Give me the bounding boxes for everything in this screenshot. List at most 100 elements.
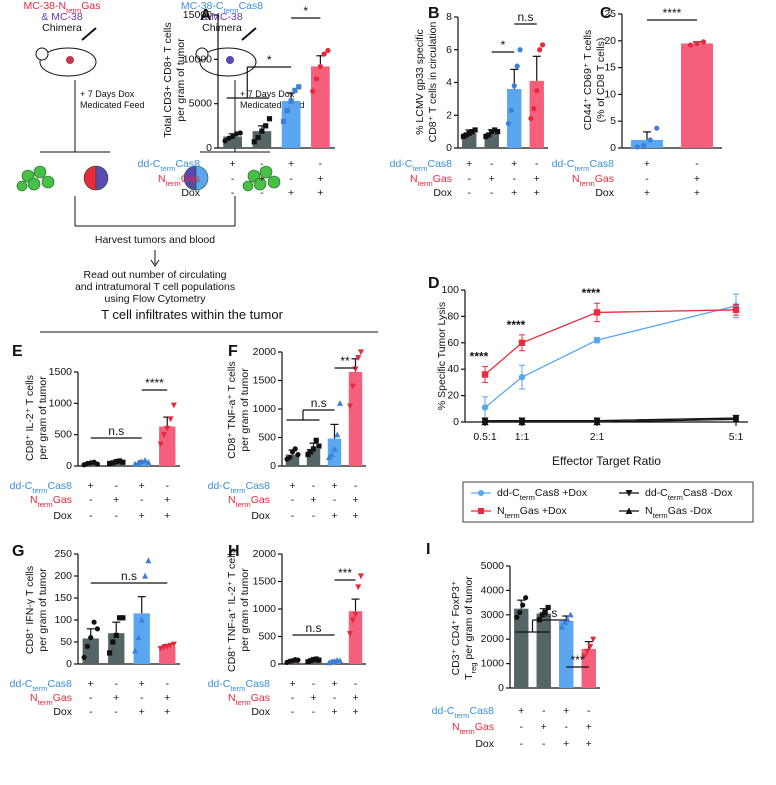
condition-sign: +: [489, 173, 495, 185]
y-tick-label: 20: [604, 35, 616, 47]
condition-label: Dox: [251, 510, 270, 522]
condition-sign: -: [289, 173, 293, 185]
data-point: [634, 144, 640, 150]
y-axis-label: % Specific Tumor Lysis: [436, 302, 448, 410]
data-point: [334, 431, 341, 438]
y-axis-label: per gram of tumor: [37, 376, 49, 460]
y-tick-label: 8: [446, 11, 452, 23]
bar: [631, 139, 663, 148]
y-tick-label: 0: [453, 416, 459, 428]
data-point: [135, 634, 142, 641]
condition-sign: -: [140, 692, 144, 704]
condition-sign: -: [115, 678, 119, 690]
data-point: [481, 418, 489, 426]
condition-sign: +: [164, 692, 170, 704]
condition-label: dd-CtermCas8: [390, 158, 453, 173]
bar: [559, 620, 574, 688]
y-tick-label: 0: [66, 460, 72, 472]
y-axis-label: Total CD3+ CD8+ T cells: [162, 22, 174, 137]
y-tick-label: 0: [66, 658, 72, 670]
condition-sign: -: [115, 706, 119, 718]
data-point: [518, 339, 526, 346]
panel-label: C: [600, 5, 612, 22]
step-text: Harvest tumors and blood: [95, 234, 215, 246]
bar: [82, 638, 99, 664]
sig-label: n.s: [311, 396, 327, 410]
panel-label: F: [228, 343, 238, 360]
section-title: T cell infiltrates within the tumor: [101, 307, 283, 322]
condition-sign: +: [352, 510, 358, 522]
arrow-head: [150, 259, 160, 267]
data-point: [584, 648, 591, 655]
condition-sign: -: [260, 158, 264, 170]
y-tick-label: 0: [446, 142, 452, 154]
sig-label: n.s: [121, 569, 137, 583]
data-point: [355, 355, 362, 361]
sig-label: n.s: [541, 606, 557, 620]
y-tick-label: 1000: [481, 657, 505, 669]
feed-text: Medicated Feed: [80, 100, 145, 110]
y-tick-label: 1000: [253, 603, 277, 615]
bar: [223, 136, 242, 148]
data-point: [517, 47, 523, 53]
data-point: [732, 306, 740, 313]
data-point: [120, 459, 126, 465]
y-axis-label: % LCMV gp33 specific: [414, 29, 426, 135]
bar: [327, 438, 342, 466]
title-line: MC-38-CtermCas8: [181, 0, 263, 15]
condition-sign: +: [511, 158, 517, 170]
sig-label: n.s: [305, 621, 321, 635]
data-point: [94, 626, 100, 632]
data-point: [347, 403, 354, 410]
condition-label: dd-CtermCas8: [432, 705, 495, 720]
condition-sign: -: [89, 706, 93, 718]
panel-label: B: [428, 5, 440, 22]
data-point: [292, 446, 298, 452]
condition-label: NtermGas: [228, 494, 270, 509]
condition-sign: +: [534, 187, 540, 199]
data-point: [478, 490, 484, 496]
condition-sign: -: [115, 480, 119, 492]
condition-label: dd-CtermCas8: [10, 480, 73, 495]
title-line: Chimera: [42, 22, 82, 34]
tumor-dot: [66, 56, 74, 64]
y-tick-label: 15000: [183, 9, 212, 21]
condition-label: Dox: [53, 706, 72, 718]
sig-label: n.s: [517, 10, 533, 24]
data-point: [91, 619, 97, 625]
panel-label: G: [12, 543, 24, 560]
syringe: [241, 27, 257, 41]
y-tick-label: 2: [446, 109, 452, 121]
data-point: [508, 107, 514, 113]
data-point: [463, 132, 469, 138]
data-point: [317, 63, 323, 70]
condition-sign: +: [310, 692, 316, 704]
y-tick-label: 2000: [253, 346, 277, 358]
data-point: [514, 63, 520, 69]
condition-sign: -: [695, 158, 699, 170]
legend-label: dd-CtermCas8 +Dox: [497, 487, 588, 502]
data-point: [654, 125, 660, 131]
condition-sign: +: [352, 706, 358, 718]
data-point: [107, 460, 113, 467]
condition-sign: +: [644, 187, 650, 199]
condition-sign: -: [312, 706, 316, 718]
data-point: [520, 602, 526, 608]
data-point: [537, 47, 543, 53]
title-line: MC-38-NtermGas: [24, 0, 101, 15]
bar: [159, 646, 176, 664]
data-point: [138, 616, 145, 623]
y-tick-label: 0: [498, 682, 504, 694]
condition-label: dd-CtermCas8: [138, 158, 201, 173]
data-point: [492, 127, 498, 133]
y-tick-label: 6: [446, 44, 452, 56]
data-point: [347, 631, 354, 637]
condition-sign: -: [312, 678, 316, 690]
condition-sign: -: [140, 494, 144, 506]
condition-sign: -: [520, 721, 524, 733]
data-point: [540, 42, 546, 48]
data-point: [308, 658, 314, 664]
data-point: [164, 643, 171, 650]
